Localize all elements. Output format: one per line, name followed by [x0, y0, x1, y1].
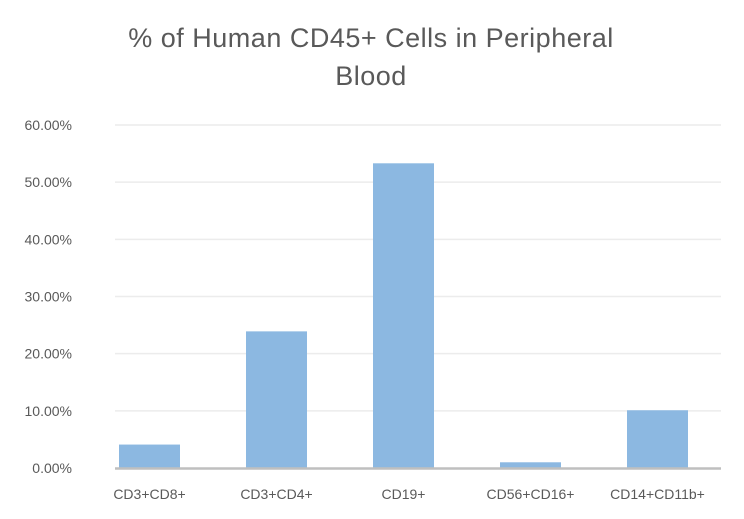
y-tick-label: 10.00%: [25, 403, 72, 419]
x-tick-label: CD3+CD4+: [240, 486, 312, 502]
x-tick-label: CD14+CD11b+: [610, 486, 705, 502]
y-tick-label: 0.00%: [32, 460, 72, 476]
y-tick-label: 50.00%: [25, 174, 72, 190]
chart-title-line-2: Blood: [335, 61, 407, 91]
y-tick-label: 60.00%: [25, 117, 72, 133]
x-tick-label: CD19+: [382, 486, 426, 502]
bar-cd3-cd4-: [246, 331, 307, 468]
bar-cd14-cd11b-: [627, 410, 688, 468]
bar-cd19-: [373, 163, 434, 468]
bar-cd3-cd8-: [119, 444, 180, 468]
x-tick-label: CD3+CD8+: [113, 486, 185, 502]
y-tick-label: 20.00%: [25, 346, 72, 362]
x-tick-label: CD56+CD16+: [487, 486, 575, 502]
y-tick-label: 40.00%: [25, 231, 72, 247]
chart-title-line-1: % of Human CD45+ Cells in Peripheral: [128, 23, 613, 53]
bar-cd56-cd16-: [500, 462, 561, 468]
y-tick-label: 30.00%: [25, 289, 72, 305]
